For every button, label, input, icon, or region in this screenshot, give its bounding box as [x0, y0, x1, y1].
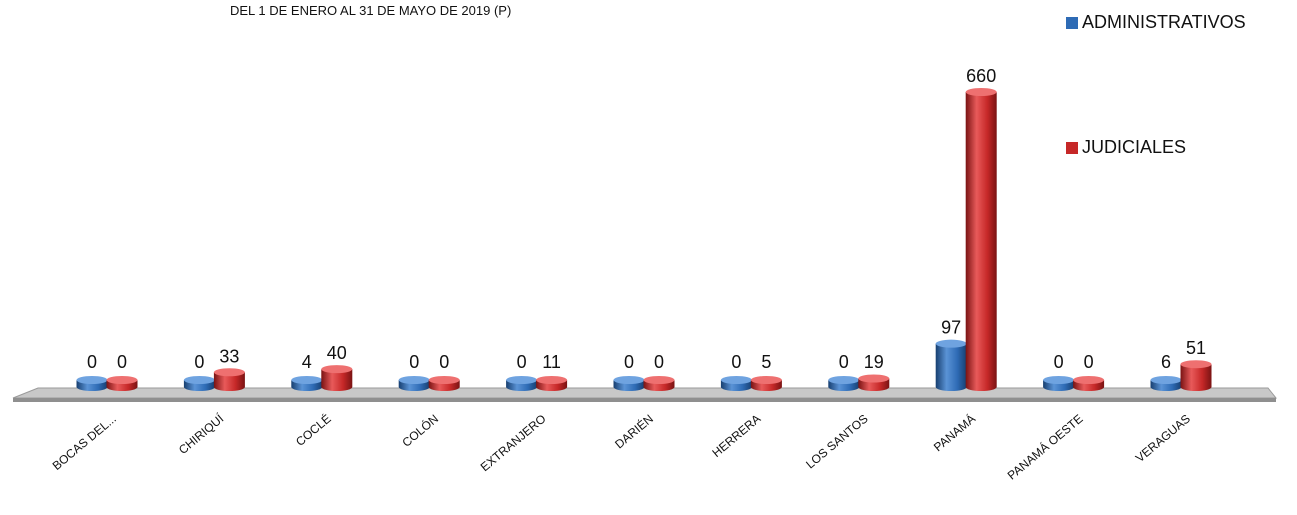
data-label-judiciales-darien: 0: [654, 352, 664, 372]
bar-judiciales-panama: [965, 88, 997, 391]
bar-administrativos-herrera: [720, 376, 752, 391]
category-label-darien: DARIÉN: [612, 411, 656, 452]
bar-judiciales-cocle: [321, 365, 353, 391]
bar-judiciales-panama-oeste: [1073, 376, 1105, 391]
data-label-judiciales-herrera: 5: [761, 352, 771, 372]
bar-judiciales-darien: [643, 376, 675, 391]
data-label-administrativos-herrera: 0: [731, 352, 741, 372]
legend-swatch-judiciales: [1066, 141, 1078, 154]
category-label-colon: COLÓN: [399, 411, 441, 450]
category-label-bocas-del: BOCAS DEL...: [50, 412, 119, 473]
category-label-panama: PANAMÁ: [930, 411, 978, 454]
data-label-administrativos-bocas-del: 0: [87, 352, 97, 372]
bar-judiciales-extranjero: [536, 376, 568, 391]
data-label-administrativos-darien: 0: [624, 352, 634, 372]
data-label-administrativos-panama-oeste: 0: [1054, 352, 1064, 372]
bar-administrativos-panama: [935, 339, 967, 391]
legend-swatch-administrativos: [1066, 16, 1078, 29]
data-label-judiciales-extranjero: 11: [542, 352, 561, 372]
data-label-judiciales-cocle: 40: [327, 343, 347, 363]
data-label-judiciales-chiriqui: 33: [219, 346, 239, 366]
bar-administrativos-colon: [398, 376, 430, 391]
bar-administrativos-cocle: [291, 376, 323, 391]
legend-item-administrativos: ADMINISTRATIVOS: [1066, 12, 1246, 33]
bar-administrativos-extranjero: [506, 376, 538, 391]
category-label-herrera: HERRERA: [709, 412, 763, 460]
data-label-administrativos-colon: 0: [409, 352, 419, 372]
bar-administrativos-darien: [613, 376, 645, 391]
category-label-cocle: COCLÉ: [292, 411, 333, 449]
data-label-judiciales-veraguas: 51: [1186, 338, 1206, 358]
data-label-administrativos-cocle: 4: [302, 352, 312, 372]
category-label-los-santos: LOS SANTOS: [803, 412, 871, 472]
bar-judiciales-colon: [428, 376, 460, 391]
chart-subtitle: DEL 1 DE ENERO AL 31 DE MAYO DE 2019 (P): [230, 3, 512, 18]
data-label-administrativos-los-santos: 0: [839, 352, 849, 372]
bar-judiciales-veraguas: [1180, 360, 1212, 391]
data-label-judiciales-los-santos: 19: [864, 352, 884, 372]
category-label-chiriqui: CHIRIQUÍ: [175, 410, 227, 457]
category-label-extranjero: EXTRANJERO: [478, 412, 549, 475]
data-label-administrativos-chiriqui: 0: [194, 352, 204, 372]
data-label-administrativos-panama: 97: [941, 318, 961, 338]
legend-label-administrativos: ADMINISTRATIVOS: [1082, 12, 1246, 32]
bar-judiciales-chiriqui: [213, 368, 245, 391]
bar-administrativos-bocas-del: [76, 376, 108, 391]
bar-judiciales-bocas-del: [106, 376, 138, 391]
chart-floor-edge: [13, 398, 1276, 402]
data-label-judiciales-panama: 660: [966, 66, 996, 86]
category-label-veraguas: VERAGUAS: [1133, 412, 1193, 466]
legend-label-judiciales: JUDICIALES: [1082, 137, 1187, 157]
bar-administrativos-veraguas: [1150, 376, 1182, 391]
bar-administrativos-los-santos: [828, 376, 860, 391]
data-label-administrativos-extranjero: 0: [517, 352, 527, 372]
bar-judiciales-los-santos: [858, 374, 890, 391]
category-label-panama-oeste: PANAMÁ OESTE: [1004, 411, 1085, 483]
data-label-administrativos-veraguas: 6: [1161, 352, 1171, 372]
legend-item-judiciales: JUDICIALES: [1066, 137, 1186, 158]
bar-administrativos-panama-oeste: [1043, 376, 1075, 391]
bar-judiciales-herrera: [750, 376, 782, 391]
data-label-judiciales-bocas-del: 0: [117, 352, 127, 372]
data-label-judiciales-colon: 0: [439, 352, 449, 372]
data-label-judiciales-panama-oeste: 0: [1084, 352, 1094, 372]
bar-administrativos-chiriqui: [183, 376, 215, 391]
